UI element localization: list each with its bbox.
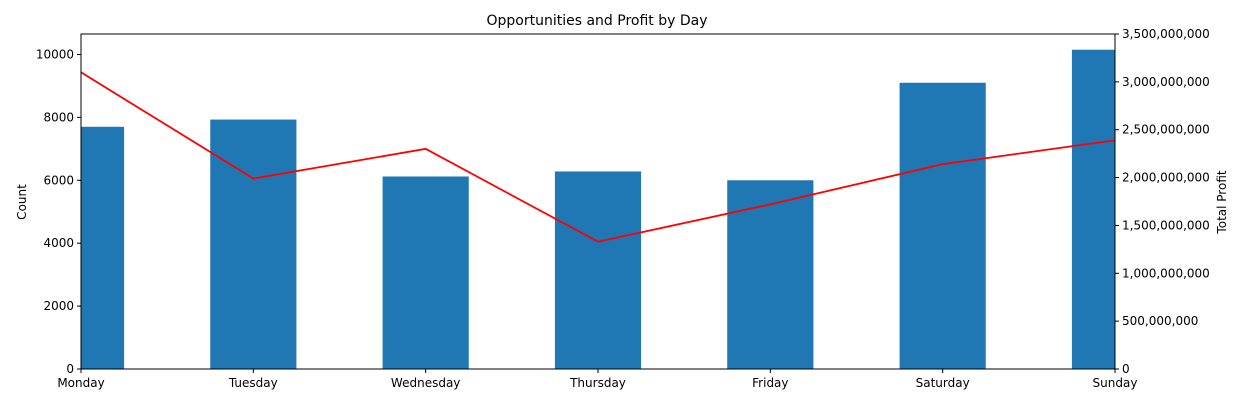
- y-left-tick-label: 10000: [36, 47, 74, 61]
- x-tick-label-wednesday: Wednesday: [391, 376, 460, 390]
- y-right-tick-label: 500,000,000: [1122, 314, 1198, 328]
- x-tick-label-thursday: Thursday: [569, 376, 626, 390]
- y-axis-right-label: Total Profit: [1215, 170, 1229, 234]
- y-right-tick-label: 2,500,000,000: [1122, 123, 1210, 137]
- bar-saturday: [900, 83, 986, 369]
- y-right-tick-label: 3,500,000,000: [1122, 27, 1210, 41]
- bar-thursday: [555, 171, 641, 369]
- y-right-tick-label: 1,000,000,000: [1122, 266, 1210, 280]
- y-left-tick-label: 8000: [43, 110, 74, 124]
- x-tick-label-friday: Friday: [752, 376, 788, 390]
- y-left-tick-label: 4000: [43, 236, 74, 250]
- x-tick-label-saturday: Saturday: [916, 376, 970, 390]
- bar-wednesday: [383, 176, 469, 369]
- y-left-tick-label: 2000: [43, 299, 74, 313]
- bars-layer: [38, 50, 1158, 369]
- bar-friday: [727, 180, 813, 369]
- x-tick-label-sunday: Sunday: [1093, 376, 1138, 390]
- y-left-tick-label: 6000: [43, 173, 74, 187]
- x-tick-label-monday: Monday: [57, 376, 104, 390]
- y-right-tick-label: 3,000,000,000: [1122, 75, 1210, 89]
- y-right-tick-label: 0: [1122, 362, 1130, 376]
- y-right-tick-label: 2,000,000,000: [1122, 171, 1210, 185]
- x-tick-label-tuesday: Tuesday: [228, 376, 278, 390]
- y-left-tick-label: 0: [66, 362, 74, 376]
- y-axis-left-label: Count: [15, 184, 29, 220]
- bar-tuesday: [210, 120, 296, 369]
- chart-title: Opportunities and Profit by Day: [487, 13, 708, 29]
- y-right-tick-label: 1,500,000,000: [1122, 218, 1210, 232]
